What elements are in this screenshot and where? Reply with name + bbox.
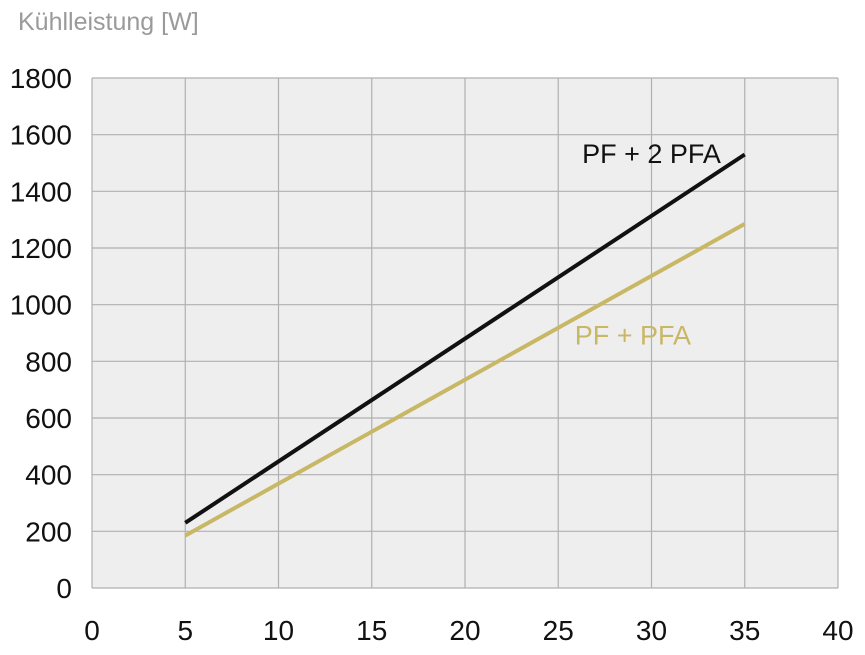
- x-tick-label: 25: [543, 615, 574, 646]
- y-axis-label: Kühlleistung [W]: [18, 8, 199, 36]
- series-group: PF + 2 PFA PF + PFA: [184, 139, 746, 538]
- y-tick-label: 200: [25, 516, 72, 547]
- x-tick-label: 10: [263, 615, 294, 646]
- x-tick-label: 0: [84, 615, 100, 646]
- x-tick-label: 35: [729, 615, 760, 646]
- x-tick-label: 40: [822, 615, 853, 646]
- x-tick-label: 5: [177, 615, 193, 646]
- series-line-1: [184, 152, 746, 525]
- y-tick-label: 1400: [10, 176, 72, 207]
- y-tick-label: 400: [25, 460, 72, 491]
- y-tick-label: 1000: [10, 290, 72, 321]
- y-tick-label: 1600: [10, 120, 72, 151]
- y-tick-label: 600: [25, 403, 72, 434]
- x-tick-label: 30: [636, 615, 667, 646]
- series-label-1: PF + 2 PFA: [582, 139, 721, 169]
- x-tick-labels: 0 5 10 15 20 25 30 35 40: [84, 615, 853, 646]
- y-tick-labels: 0 200 400 600 800 1000 1200 1400 1600 1800: [10, 63, 72, 604]
- y-tick-label: 1800: [10, 63, 72, 94]
- series-line-2: [184, 222, 746, 538]
- x-tick-label: 15: [356, 615, 387, 646]
- series-label-2: PF + PFA: [575, 320, 691, 350]
- y-tick-label: 1200: [10, 233, 72, 264]
- y-tick-label: 0: [56, 573, 72, 604]
- x-tick-label: 20: [449, 615, 480, 646]
- grid: [91, 77, 839, 589]
- y-tick-label: 800: [25, 346, 72, 377]
